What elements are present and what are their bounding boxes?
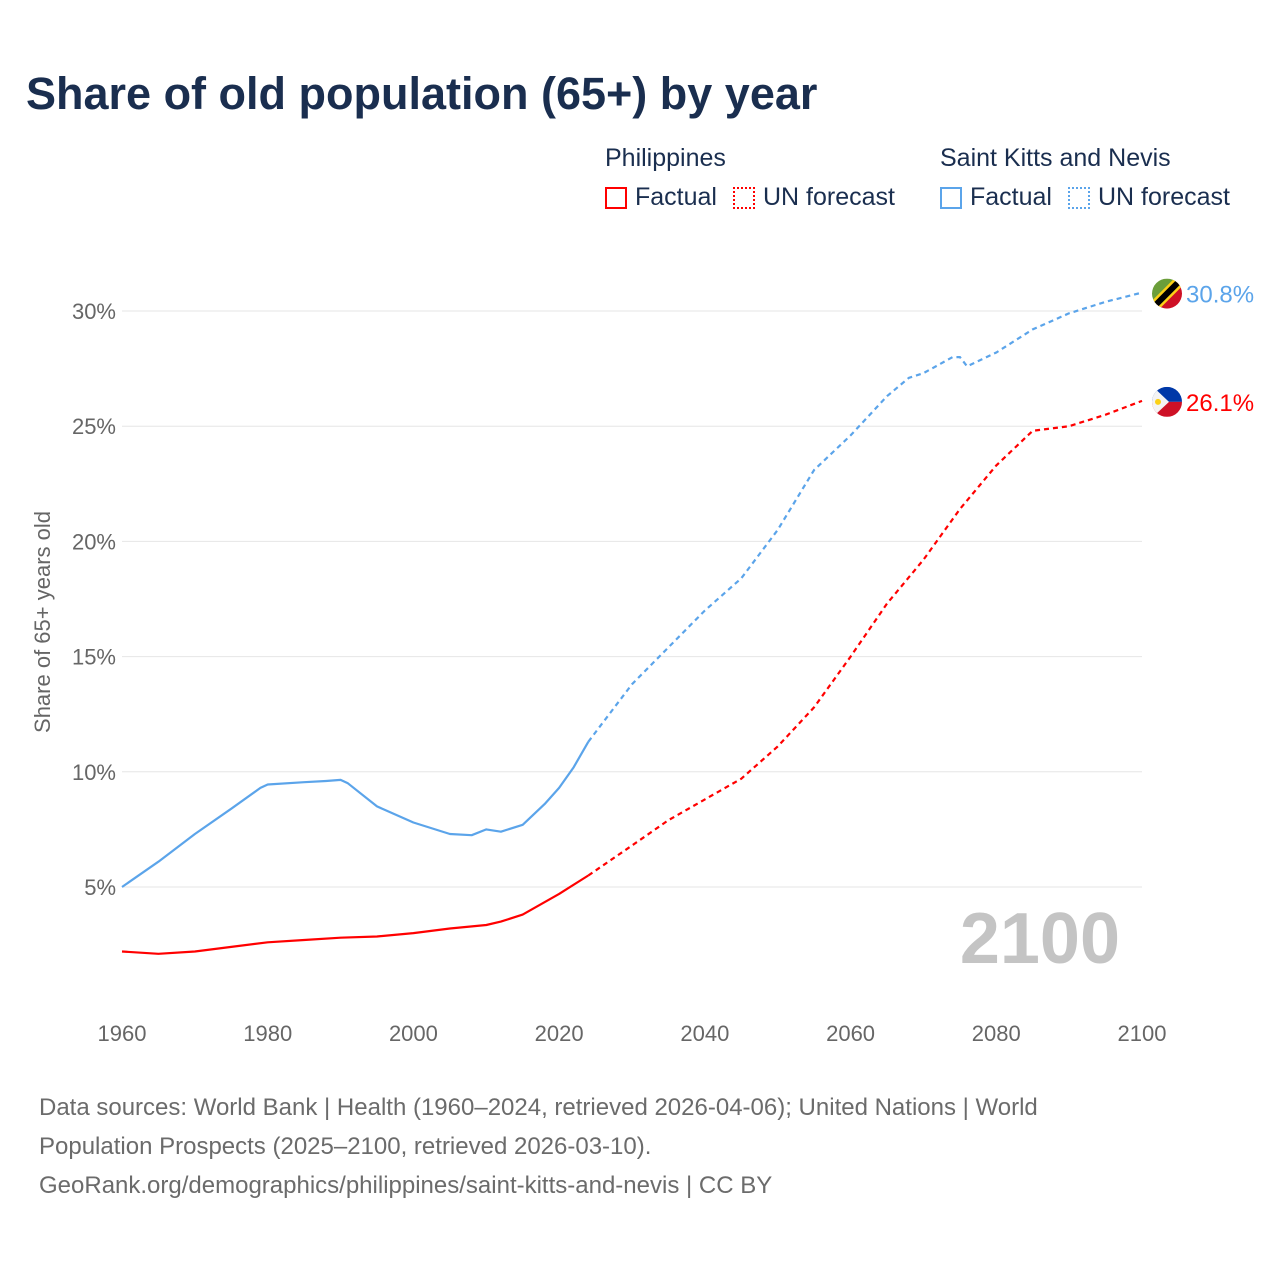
legend-label: Factual	[970, 183, 1052, 211]
flag-body	[1152, 278, 1182, 309]
legend-country: Saint Kitts and Nevis	[940, 144, 1171, 172]
source-note: Data sources: World Bank | Health (1960–…	[39, 1088, 1189, 1205]
factual-line-0	[121, 874, 589, 955]
legend-label: Factual	[635, 183, 717, 211]
legend-item-factual[interactable]: Factual	[940, 183, 1052, 212]
legend-label: UN forecast	[762, 183, 895, 211]
saint-kitts-flag-icon	[1152, 278, 1182, 309]
legend-saint-kitts: Saint Kitts and Nevis Factual UN forecas…	[940, 144, 1246, 212]
chart-title: Share of old population (65+) by year	[26, 68, 818, 119]
legend-item-factual[interactable]: Factual	[605, 183, 717, 212]
y-axis-label: Share of 65+ years old	[30, 511, 55, 733]
x-tick-label: 2040	[680, 1021, 729, 1046]
forecast-line-1	[587, 291, 1143, 743]
x-tick-label: 1960	[98, 1021, 147, 1046]
source-line: Data sources: World Bank | Health (1960–…	[39, 1094, 1038, 1121]
y-tick-label: 20%	[72, 529, 116, 554]
year-watermark: 2100	[960, 899, 1120, 979]
x-tick-label: 2020	[535, 1021, 584, 1046]
y-tick-label: 5%	[84, 875, 116, 900]
x-tick-label: 1980	[243, 1021, 292, 1046]
y-tick-label: 10%	[72, 760, 116, 785]
legend-country: Philippines	[605, 144, 726, 172]
factual-line-1	[121, 741, 590, 888]
x-tick-label: 2060	[826, 1021, 875, 1046]
legend-item-forecast[interactable]: UN forecast	[732, 183, 895, 212]
philippines-flag-icon	[1152, 386, 1182, 417]
source-line: Population Prospects (2025–2100, retriev…	[39, 1133, 652, 1160]
y-tick-label: 15%	[72, 645, 116, 670]
y-tick-label: 25%	[72, 414, 116, 439]
x-tick-label: 2100	[1118, 1021, 1167, 1046]
dotted-swatch-icon	[732, 186, 755, 209]
x-tick-label: 2000	[389, 1021, 438, 1046]
legend-philippines: Philippines Factual UN forecast	[605, 144, 911, 212]
end-value-label: 30.8%	[1186, 282, 1254, 309]
solid-swatch-icon	[940, 186, 962, 209]
source-line[interactable]: GeoRank.org/demographics/philippines/sai…	[39, 1172, 773, 1199]
dotted-swatch-icon	[1067, 186, 1090, 209]
end-value-label: 26.1%	[1186, 390, 1254, 417]
legend-label: UN forecast	[1097, 183, 1230, 211]
flag-body	[1152, 386, 1182, 417]
legend-item-forecast[interactable]: UN forecast	[1067, 183, 1230, 212]
x-tick-label: 2080	[972, 1021, 1021, 1046]
flag-sun	[1155, 398, 1161, 405]
forecast-line-0	[587, 399, 1143, 877]
y-tick-label: 30%	[72, 299, 116, 324]
solid-swatch-icon	[605, 186, 627, 209]
